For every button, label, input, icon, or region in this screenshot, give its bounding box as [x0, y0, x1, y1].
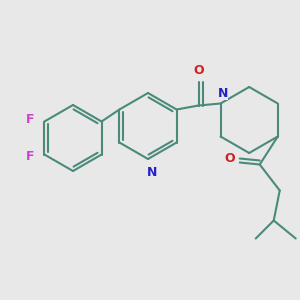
Text: O: O — [224, 152, 235, 165]
Text: F: F — [26, 150, 35, 163]
Text: N: N — [218, 87, 228, 100]
Text: N: N — [147, 166, 157, 178]
Text: F: F — [26, 113, 35, 126]
Text: O: O — [193, 64, 204, 77]
